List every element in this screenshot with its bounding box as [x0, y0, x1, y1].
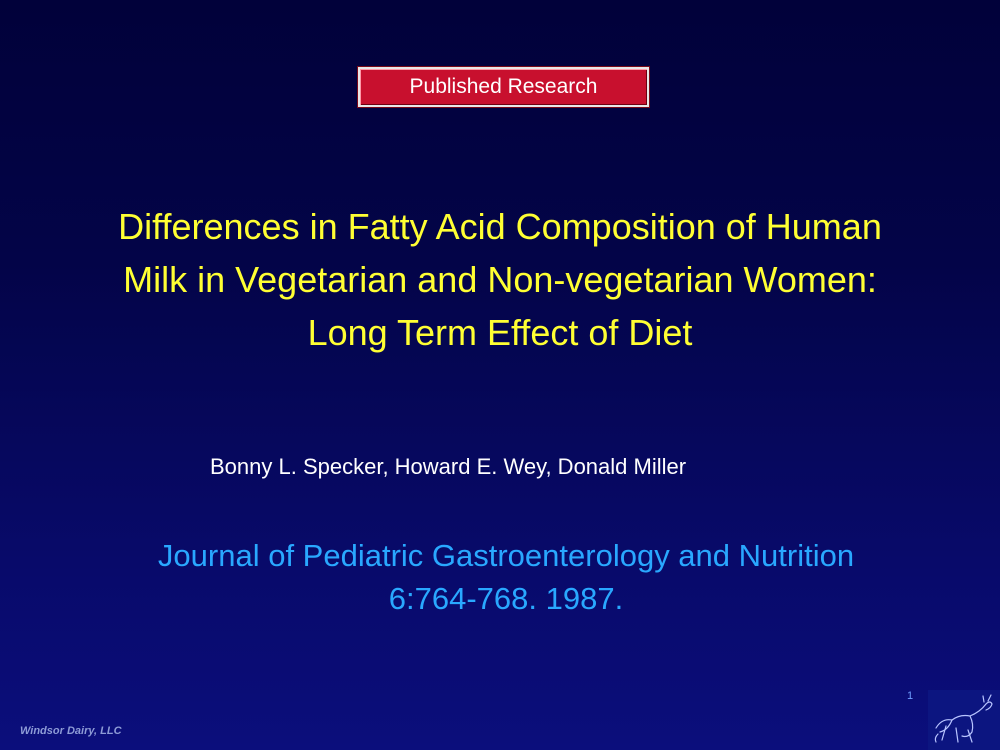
title-line: Milk in Vegetarian and Non-vegetarian Wo… [123, 259, 877, 300]
page-number: 1 [907, 690, 914, 702]
slide-title: Differences in Fatty Acid Composition of… [0, 200, 1000, 359]
title-line: Long Term Effect of Diet [307, 312, 693, 353]
footer-company: Windsor Dairy, LLC [20, 725, 122, 737]
title-line: Differences in Fatty Acid Composition of… [118, 206, 882, 247]
authors: Bonny L. Specker, Howard E. Wey, Donald … [210, 454, 687, 479]
journal-name: Journal of Pediatric Gastroenterology an… [157, 538, 855, 573]
journal-citation: Journal of Pediatric Gastroenterology an… [0, 534, 1000, 620]
published-research-badge: Published Research [357, 66, 650, 108]
journal-reference: 6:764-768. 1987. [388, 581, 624, 616]
cow-sketch-icon [928, 690, 1000, 750]
